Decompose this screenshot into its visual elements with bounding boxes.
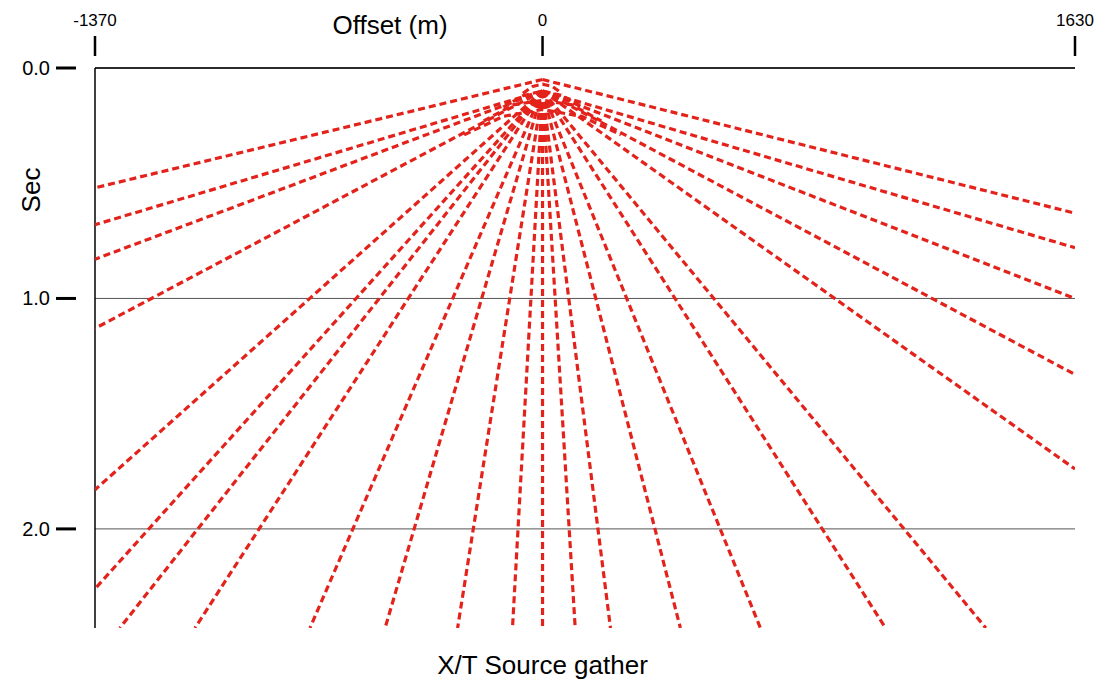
event-line	[464, 109, 621, 134]
x-tick-label: 0	[538, 11, 547, 30]
event-line	[543, 91, 1075, 248]
y-tick-label: 0.0	[22, 57, 50, 79]
event-line	[385, 91, 542, 628]
event-line	[523, 84, 562, 93]
event-line	[95, 91, 543, 225]
series-group	[95, 80, 1075, 628]
event-line	[543, 91, 986, 628]
x-tick-label: -1370	[73, 11, 116, 30]
x-tick-label: 1630	[1056, 11, 1094, 30]
x-tick	[1074, 36, 1077, 56]
title: X/T Source gather	[437, 650, 648, 680]
event-line	[95, 80, 543, 188]
event-line	[543, 91, 611, 628]
event-line	[543, 91, 886, 628]
event-line	[95, 91, 543, 490]
x-axis-line	[95, 67, 1075, 69]
chart: -1370 0 1630 0.0 1.0 2.0 Offset (m) Sec X/T Sour…	[0, 0, 1105, 687]
y-axis-title: Sec	[16, 168, 46, 213]
grid-line	[95, 68, 1075, 69]
event-line	[512, 91, 542, 628]
y-tick	[56, 67, 76, 70]
y-tick-label: 2.0	[22, 518, 50, 540]
y-tick	[56, 297, 76, 300]
event-line	[543, 91, 681, 628]
event-line	[543, 91, 761, 628]
event-line	[543, 91, 1075, 374]
event-line	[195, 91, 543, 628]
y-tick	[56, 527, 76, 530]
event-line	[541, 91, 544, 628]
grid-line	[95, 298, 1075, 299]
event-line	[543, 91, 576, 628]
event-line	[310, 91, 543, 628]
y-axis-line	[94, 68, 96, 628]
event-line	[543, 91, 1075, 469]
x-tick	[541, 36, 544, 56]
event-line	[458, 91, 543, 628]
grid-line	[95, 528, 1075, 529]
x-axis-title: Offset (m)	[332, 10, 447, 40]
event-line	[95, 91, 543, 328]
event-line	[543, 91, 1075, 298]
event-line	[543, 80, 1075, 214]
event-line	[95, 91, 543, 589]
event-line	[95, 91, 543, 259]
event-line	[120, 91, 543, 628]
y-tick-label: 1.0	[22, 287, 50, 309]
x-tick	[94, 36, 97, 56]
